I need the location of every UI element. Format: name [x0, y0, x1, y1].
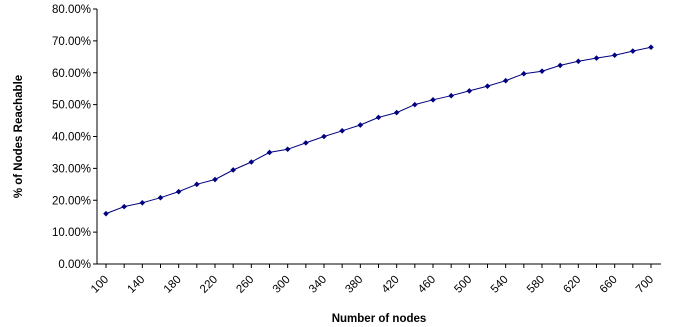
axes [93, 8, 661, 268]
y-tick-label: 50.00% [52, 100, 91, 112]
x-tick-label: 420 [380, 274, 402, 296]
data-point [357, 122, 364, 128]
data-point [103, 210, 109, 217]
data-point [157, 194, 164, 201]
data-point [339, 127, 345, 134]
data-point [539, 68, 545, 74]
x-tick-label: 660 [598, 274, 620, 296]
y-tick-label: 0.00% [58, 259, 91, 271]
data-point [412, 101, 418, 108]
y-tick-label: 60.00% [52, 68, 91, 80]
x-tick-label: 620 [561, 274, 583, 296]
x-tick-label: 140 [125, 274, 147, 296]
data-point [248, 159, 255, 165]
x-tick-label: 220 [198, 274, 220, 296]
data-point [212, 176, 218, 183]
x-tick-label: 100 [89, 274, 111, 296]
y-tick-label: 20.00% [52, 195, 91, 207]
data-point [521, 70, 527, 77]
y-tick-labels: 0.00% 10.00% 20.00% 30.00% 40.00% 50.00% 60.00… [52, 4, 91, 271]
data-point [466, 88, 473, 94]
data-point [303, 140, 309, 146]
series-line [105, 46, 652, 215]
data-point [593, 55, 600, 61]
data-point [430, 97, 436, 103]
x-tick-label: 260 [234, 274, 256, 296]
x-tick-label: 180 [162, 274, 184, 296]
x-tick-label: 380 [343, 274, 365, 296]
x-tick-label: 540 [489, 274, 511, 296]
data-point [139, 200, 146, 206]
x-tick-labels: 100 140 180 220 260 300 340 380 420 460 500 540 580 6… [89, 274, 656, 296]
y-tick-label: 40.00% [52, 132, 91, 144]
x-tick-label: 500 [452, 274, 474, 296]
x-tick-label: 700 [634, 274, 656, 296]
data-point [266, 149, 273, 156]
data-point [121, 203, 127, 210]
y-tick-label: 70.00% [52, 36, 91, 48]
y-tick-label: 80.00% [52, 4, 91, 16]
x-tick-label: 340 [307, 274, 329, 296]
data-point [648, 44, 654, 51]
data-point [484, 83, 491, 89]
data-point [175, 188, 182, 195]
data-point [575, 58, 582, 65]
data-point [448, 92, 454, 99]
data-point [557, 62, 563, 69]
data-point [375, 114, 382, 121]
data-point [230, 167, 236, 173]
data-point [321, 133, 327, 140]
y-tick-label: 30.00% [52, 163, 91, 175]
data-point [630, 48, 636, 54]
data-point [194, 181, 200, 188]
data-point [284, 146, 291, 153]
data-point [393, 109, 400, 116]
data-point [611, 52, 618, 59]
x-axis-title: Number of nodes [332, 313, 427, 325]
x-tick-label: 460 [416, 274, 438, 296]
data-point [502, 77, 509, 84]
y-axis-title: % of Nodes Reachable [13, 75, 25, 198]
series-layer [103, 44, 654, 217]
y-tick-label: 10.00% [52, 227, 91, 239]
x-tick-label: 300 [271, 274, 293, 296]
x-tick-label: 580 [525, 274, 547, 296]
